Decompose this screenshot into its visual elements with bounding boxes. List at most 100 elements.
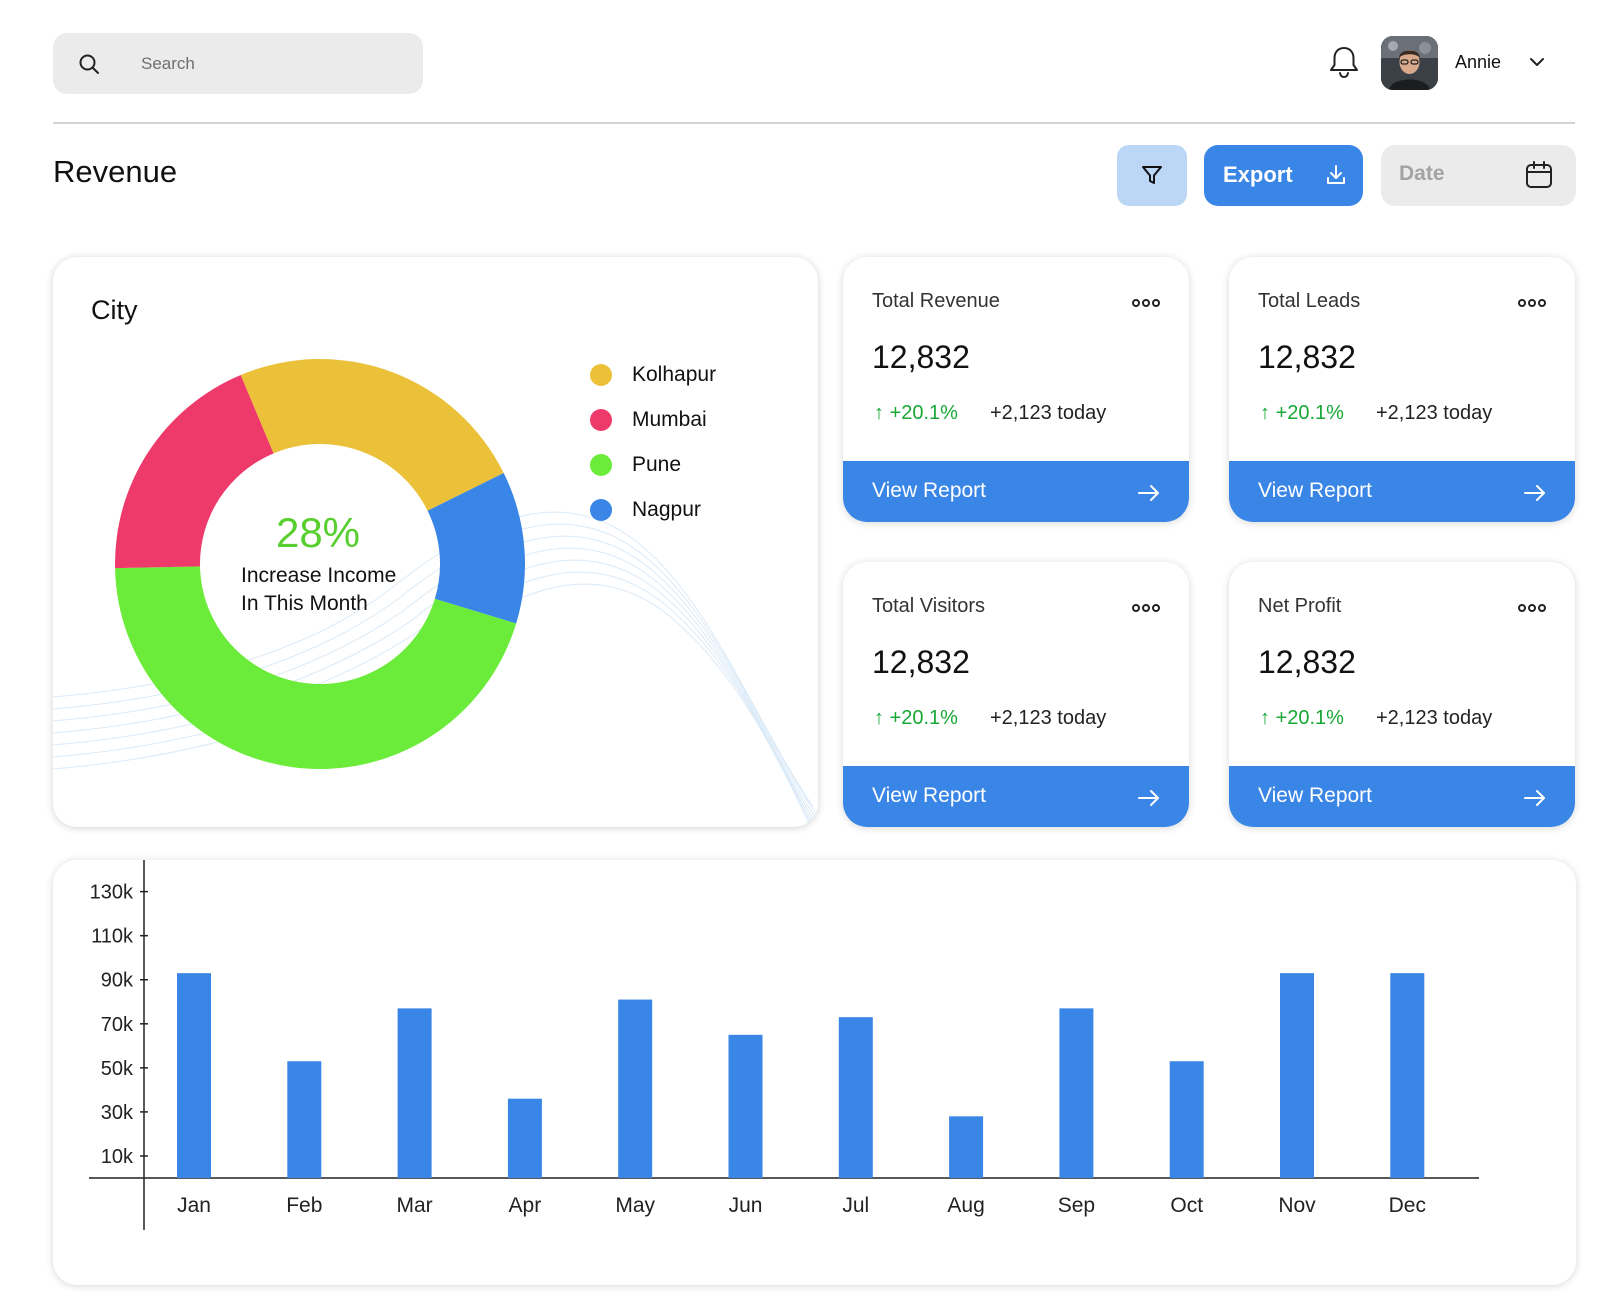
bar-dec bbox=[1390, 973, 1425, 1178]
user-name[interactable]: Annie bbox=[1455, 52, 1502, 72]
legend-item-kolhapur: Kolhapur bbox=[590, 352, 716, 397]
bar-oct bbox=[1169, 1061, 1204, 1178]
legend-item-nagpur: Nagpur bbox=[590, 487, 716, 532]
legend-item-mumbai: Mumbai bbox=[590, 397, 716, 442]
stat-card-total-visitors: Total Visitors 12,832 ↑ +20.1% +2,123 to… bbox=[843, 562, 1189, 827]
view-report-button[interactable]: View Report bbox=[1229, 766, 1575, 827]
x-tick-label: Feb bbox=[286, 1194, 322, 1217]
stat-value: 12,832 bbox=[1258, 644, 1356, 680]
more-options-icon[interactable] bbox=[1132, 299, 1160, 307]
date-picker[interactable]: Date bbox=[1381, 145, 1576, 206]
stat-change-value: +20.1% bbox=[1275, 402, 1344, 424]
stat-card-total-revenue: Total Revenue 12,832 ↑ +20.1% +2,123 tod… bbox=[843, 257, 1189, 522]
more-options-icon[interactable] bbox=[1518, 299, 1546, 307]
stat-value: 12,832 bbox=[872, 339, 970, 375]
stat-title: Total Visitors bbox=[872, 595, 986, 617]
header-divider bbox=[53, 122, 1575, 124]
legend-label: Kolhapur bbox=[632, 362, 717, 386]
more-options-icon[interactable] bbox=[1518, 604, 1546, 612]
calendar-icon bbox=[1526, 161, 1552, 188]
x-tick-label: May bbox=[615, 1194, 655, 1217]
legend-dot bbox=[590, 498, 612, 521]
donut-center-percentage: 28% bbox=[275, 509, 361, 556]
stat-title: Total Revenue bbox=[872, 290, 1000, 312]
city-card: City 28% Increase Income In This Month K… bbox=[53, 257, 818, 827]
avatar[interactable] bbox=[1381, 36, 1438, 90]
view-report-label: View Report bbox=[1258, 479, 1373, 502]
city-legend: Kolhapur Mumbai Pune Nagpur bbox=[590, 352, 716, 532]
bar-nov bbox=[1280, 973, 1314, 1178]
view-report-label: View Report bbox=[872, 479, 987, 502]
view-report-button[interactable]: View Report bbox=[843, 461, 1189, 522]
chevron-down-icon[interactable] bbox=[1526, 52, 1548, 72]
bar-mar bbox=[397, 1008, 432, 1178]
stat-change: ↑ +20.1% bbox=[874, 402, 958, 424]
city-title: City bbox=[91, 295, 138, 325]
bar-sep bbox=[1059, 1008, 1094, 1178]
export-button[interactable]: Export bbox=[1204, 145, 1363, 206]
stat-card-total-leads: Total Leads 12,832 ↑ +20.1% +2,123 today… bbox=[1229, 257, 1575, 522]
bar-jul bbox=[838, 1017, 873, 1178]
export-label: Export bbox=[1223, 162, 1293, 187]
arrow-right-icon bbox=[1138, 485, 1159, 501]
download-icon bbox=[1327, 165, 1345, 184]
bell-icon[interactable] bbox=[1327, 44, 1361, 80]
x-tick-label: Sep bbox=[1058, 1194, 1095, 1217]
y-tick-label: 30k bbox=[101, 1102, 134, 1124]
monthly-bar-chart: 130k 110k 90k 70k 50k 30k 10k Jan Feb Mar Apr May Ju… bbox=[89, 860, 1479, 1230]
legend-dot bbox=[590, 408, 612, 431]
x-tick-label: Aug bbox=[947, 1194, 984, 1217]
donut-slice-mumbai bbox=[115, 374, 274, 569]
stat-title: Total Leads bbox=[1258, 290, 1361, 312]
stat-change: ↑ +20.1% bbox=[874, 707, 958, 729]
stat-change-value: +20.1% bbox=[889, 402, 958, 424]
legend-label: Mumbai bbox=[632, 407, 707, 431]
legend-dot bbox=[590, 453, 612, 476]
bar-feb bbox=[287, 1061, 322, 1178]
bar-apr bbox=[507, 1098, 542, 1178]
stat-today: +2,123 today bbox=[990, 402, 1107, 424]
bar-jun bbox=[728, 1034, 763, 1178]
bar-may bbox=[618, 999, 653, 1178]
search-icon bbox=[79, 54, 99, 74]
view-report-button[interactable]: View Report bbox=[1229, 461, 1575, 522]
x-tick-label: Dec bbox=[1389, 1194, 1426, 1217]
y-tick-label: 110k bbox=[91, 926, 134, 948]
y-tick-label: 70k bbox=[101, 1014, 134, 1036]
x-tick-label: Apr bbox=[509, 1194, 542, 1217]
view-report-button[interactable]: View Report bbox=[843, 766, 1189, 827]
donut-center-line1: Increase Income bbox=[241, 564, 397, 587]
bar-aug bbox=[949, 1116, 984, 1178]
more-options-icon[interactable] bbox=[1132, 604, 1160, 612]
donut-center-line2: In This Month bbox=[241, 592, 368, 615]
x-tick-label: Jan bbox=[177, 1194, 211, 1217]
legend-label: Pune bbox=[632, 452, 682, 476]
arrow-right-icon bbox=[1138, 790, 1159, 806]
legend-label: Nagpur bbox=[632, 497, 701, 521]
search-bar[interactable] bbox=[53, 33, 423, 94]
stat-card-net-profit: Net Profit 12,832 ↑ +20.1% +2,123 today … bbox=[1229, 562, 1575, 827]
arrow-right-icon bbox=[1524, 790, 1545, 806]
filter-button[interactable] bbox=[1117, 145, 1187, 206]
donut-slice-nagpur bbox=[427, 473, 525, 624]
view-report-label: View Report bbox=[872, 784, 987, 807]
city-donut-chart bbox=[115, 359, 525, 769]
y-tick-label: 130k bbox=[90, 882, 134, 904]
x-tick-label: Jul bbox=[842, 1194, 869, 1217]
stat-today: +2,123 today bbox=[1376, 402, 1493, 424]
date-label: Date bbox=[1399, 162, 1445, 185]
legend-dot bbox=[590, 363, 612, 386]
x-tick-label: Jun bbox=[729, 1194, 763, 1217]
bar-jan bbox=[177, 973, 211, 1178]
stat-today: +2,123 today bbox=[990, 707, 1107, 729]
filter-icon bbox=[1142, 166, 1162, 184]
page-title: Revenue bbox=[53, 154, 178, 189]
x-tick-label: Oct bbox=[1170, 1194, 1203, 1217]
monthly-bar-chart-card: 130k 110k 90k 70k 50k 30k 10k Jan Feb Mar Apr May Ju… bbox=[53, 860, 1576, 1285]
stat-today: +2,123 today bbox=[1376, 707, 1493, 729]
donut-center-text: Increase Income In This Month bbox=[241, 562, 431, 618]
stat-value: 12,832 bbox=[872, 644, 970, 680]
search-input[interactable] bbox=[141, 33, 401, 94]
stat-change-value: +20.1% bbox=[1275, 707, 1344, 729]
legend-item-pune: Pune bbox=[590, 442, 716, 487]
